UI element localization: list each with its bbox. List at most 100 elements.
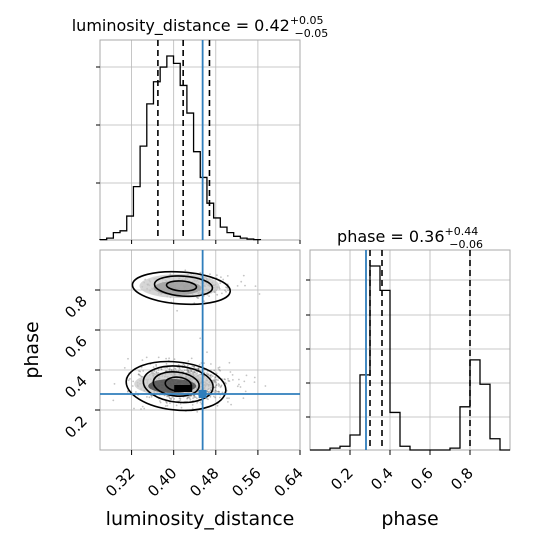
sample-point: [214, 391, 216, 394]
sample-point: [192, 397, 195, 399]
sample-point: [152, 371, 154, 374]
sample-point: [157, 356, 160, 359]
sample-point: [188, 371, 191, 374]
panel-frame: [99, 39, 301, 241]
sample-point: [220, 276, 222, 279]
sample-point: [194, 371, 197, 374]
sample-point: [238, 383, 240, 386]
sample-point: [221, 391, 224, 394]
sample-point: [153, 370, 156, 373]
sample-point: [207, 398, 209, 401]
sample-point: [187, 369, 190, 372]
sample-point: [127, 379, 130, 382]
sample-point: [166, 404, 169, 407]
sample-point: [197, 367, 200, 370]
sample-point: [207, 373, 210, 375]
sample-point: [167, 395, 170, 398]
sample-point: [218, 287, 221, 290]
sample-point: [165, 362, 168, 365]
sample-point: [196, 397, 198, 400]
sample-point: [190, 369, 192, 372]
sample-point: [186, 364, 189, 367]
sample-point: [184, 269, 187, 272]
sample-point: [194, 396, 197, 399]
sample-point: [188, 395, 191, 398]
sample-point: [213, 378, 216, 380]
sample-point: [137, 373, 140, 376]
sample-point: [199, 337, 202, 340]
sample-point: [239, 386, 242, 388]
sample-point: [181, 370, 183, 372]
sample-point: [169, 402, 171, 404]
sample-point: [127, 357, 129, 360]
sample-point: [217, 390, 220, 393]
sample-point: [141, 405, 144, 408]
sample-point: [173, 398, 176, 400]
title-luminosity-distance: luminosity_distance = 0.42+0.05 −0.05: [72, 14, 329, 40]
sample-point: [231, 374, 234, 376]
histogram-phase: [310, 265, 510, 451]
sample-point: [216, 404, 219, 407]
contour-line: [153, 275, 214, 298]
sample-point: [183, 369, 186, 372]
sample-point: [213, 395, 215, 398]
sample-point: [135, 391, 137, 393]
sample-point: [242, 397, 245, 399]
sample-point: [166, 395, 168, 398]
sample-point: [187, 369, 189, 371]
sample-point: [191, 404, 194, 406]
sample-point: [242, 274, 245, 277]
sample-point: [211, 375, 214, 377]
sample-point: [208, 374, 210, 377]
sample-point: [225, 286, 227, 289]
sample-point: [133, 407, 135, 410]
sample-point: [197, 297, 200, 299]
sample-point: [152, 366, 155, 368]
sample-point: [148, 396, 151, 399]
sample-point: [174, 368, 177, 370]
sample-point: [180, 406, 183, 409]
sample-point: [175, 404, 178, 407]
sample-point: [185, 369, 188, 372]
sample-point: [159, 400, 161, 402]
sample-point: [191, 407, 194, 410]
sample-point: [203, 371, 206, 374]
title-phase: phase = 0.36+0.44 −0.06: [337, 225, 483, 251]
sample-point: [193, 370, 195, 373]
sample-point: [166, 367, 169, 369]
sample-point: [187, 360, 190, 363]
sample-point: [215, 378, 218, 381]
sample-point: [209, 273, 211, 276]
sample-point: [187, 395, 190, 398]
sample-point: [186, 368, 189, 370]
sample-point: [190, 370, 193, 373]
sample-point: [179, 369, 181, 371]
sample-point: [197, 368, 200, 371]
sample-point: [160, 368, 163, 370]
sample-point: [208, 295, 211, 297]
sample-point: [253, 376, 256, 379]
sample-point: [220, 385, 223, 388]
sample-point: [143, 407, 146, 410]
sample-point: [179, 397, 182, 400]
sample-point: [218, 385, 220, 387]
sample-point: [222, 278, 225, 281]
sample-point: [191, 365, 194, 367]
sample-point: [214, 389, 217, 391]
sample-point: [217, 390, 220, 393]
sample-point: [183, 364, 186, 367]
sample-point: [218, 366, 221, 369]
sample-point: [178, 397, 181, 400]
sample-point: [209, 374, 212, 377]
sample-point: [159, 401, 162, 404]
histogram-luminosity-distance-panel: [96, 39, 301, 244]
sample-point: [225, 290, 227, 293]
contour-line: [131, 270, 232, 306]
sample-point: [186, 397, 189, 399]
sample-point: [218, 391, 221, 393]
density-peak: [174, 385, 193, 392]
sample-point: [186, 397, 189, 400]
sample-point: [264, 385, 267, 387]
sample-point: [220, 384, 223, 387]
